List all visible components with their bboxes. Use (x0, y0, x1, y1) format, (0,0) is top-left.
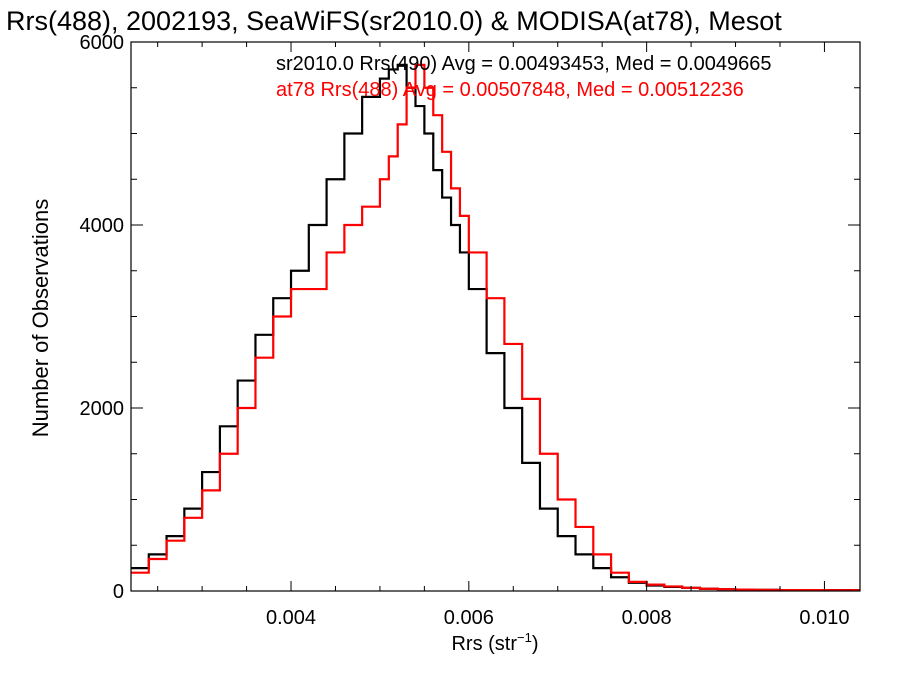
y-tick-label: 2000 (80, 398, 125, 420)
x-tick-label: 0.006 (444, 607, 494, 629)
chart-title: Rrs(488), 2002193, SeaWiFS(sr2010.0) & M… (6, 6, 782, 36)
y-tick-label: 6000 (80, 32, 125, 54)
x-tick-label: 0.004 (266, 607, 316, 629)
x-tick-label: 0.008 (622, 607, 672, 629)
axes-layer (130, 41, 861, 592)
x-axis-label-main: Rrs (str (451, 633, 517, 655)
series-line-1 (131, 63, 860, 591)
series-layer (131, 63, 860, 591)
legend-entry-black: sr2010.0 Rrs(490) Avg = 0.00493453, Med … (276, 53, 772, 75)
x-tick-label: 0.010 (799, 607, 849, 629)
x-axis-label-close: ) (532, 633, 539, 655)
legend-entry-red: at78 Rrs(488) Avg = 0.00507848, Med = 0.… (276, 79, 744, 101)
plot-frame (130, 41, 861, 592)
series-line-0 (131, 63, 860, 591)
y-tick-label: 0 (113, 581, 124, 603)
ticks-layer: 0.004 0.006 0.008 0.010 0 2000 4000 6000 (80, 32, 860, 629)
x-axis-label-exponent: −1 (517, 630, 532, 645)
y-axis-label: Number of Observations (28, 199, 53, 437)
x-axis-label: Rrs (str−1) (451, 630, 538, 655)
y-tick-label: 4000 (80, 215, 125, 237)
